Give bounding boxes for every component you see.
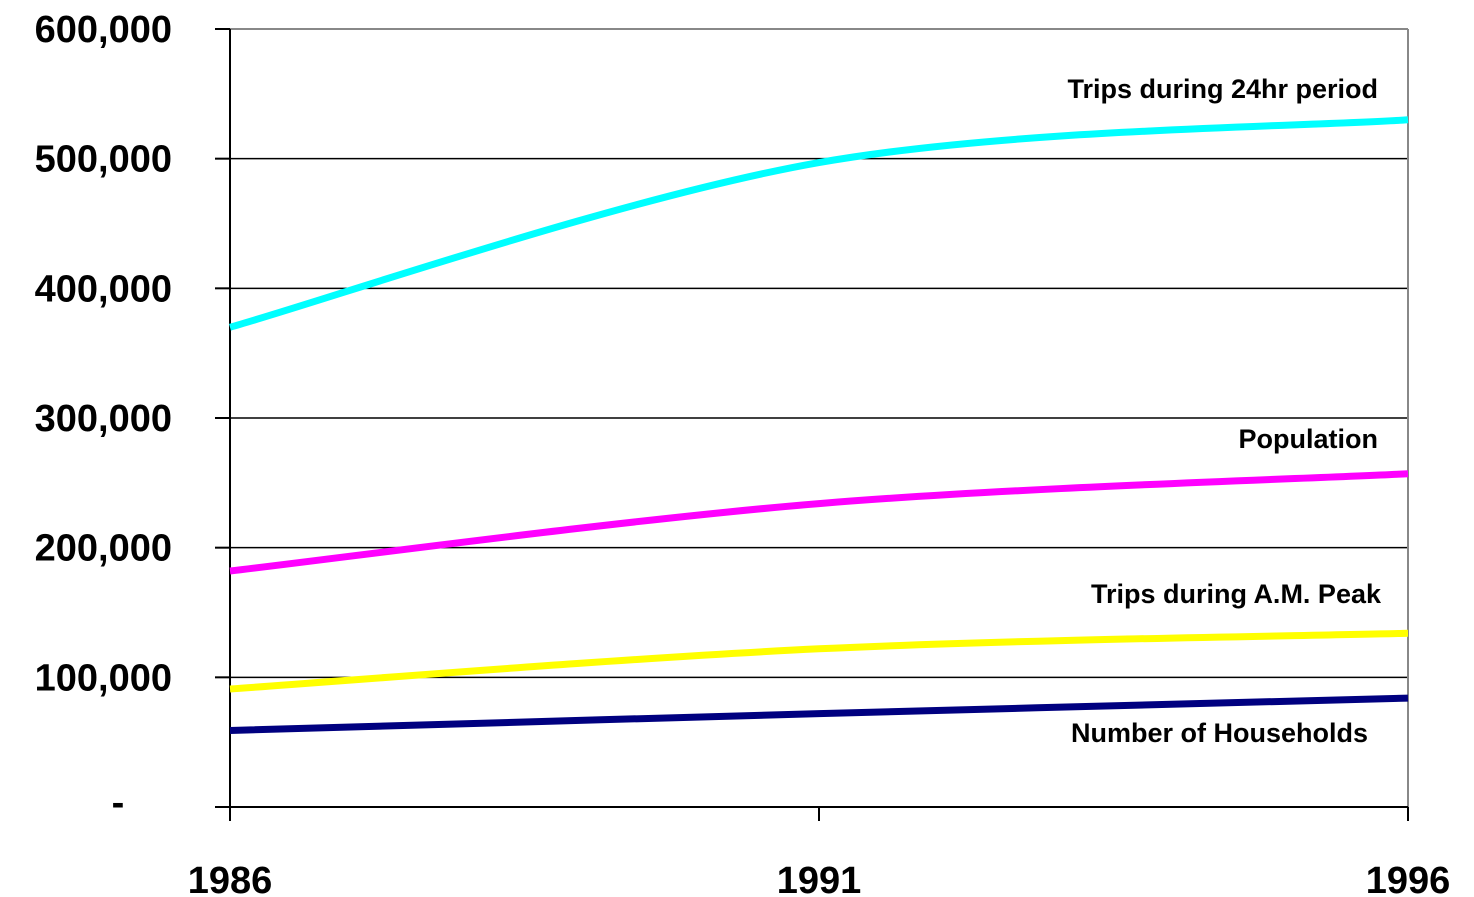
series-line-trips-during-a-m-peak [229,629,1409,693]
x-tick-label: 1986 [188,860,273,897]
y-tick-label: 600,000 [35,9,172,51]
series-label-trips-during-24hr-period: Trips during 24hr period [1067,74,1378,104]
series-lines [229,116,1409,734]
x-tick-label: 1996 [1366,860,1451,897]
series-labels: Trips during 24hr period Population Trips … [1067,74,1382,748]
axes [215,28,1409,821]
y-tick-label: 400,000 [35,268,172,310]
series-label-trips-during-a-m-peak: Trips during A.M. Peak [1091,579,1382,609]
series-label-population: Population [1239,424,1378,454]
y-tick-label: 300,000 [35,398,172,440]
y-tick-label: - [112,782,125,824]
y-tick-label: 100,000 [35,657,172,699]
series-line-population [229,470,1409,575]
y-tick-label: 200,000 [35,528,172,570]
x-tick-label: 1991 [777,860,862,897]
series-line-number-of-households [229,694,1409,734]
x-tick-labels: 1986 1991 1996 [188,860,1451,897]
series-label-number-of-households: Number of Households [1071,718,1368,748]
y-tick-label: 500,000 [35,139,172,181]
y-tick-labels: - 100,000 200,000 300,000 400,000 500,000 600,… [35,9,172,824]
series-line-trips-during-24hr-period [229,116,1409,331]
